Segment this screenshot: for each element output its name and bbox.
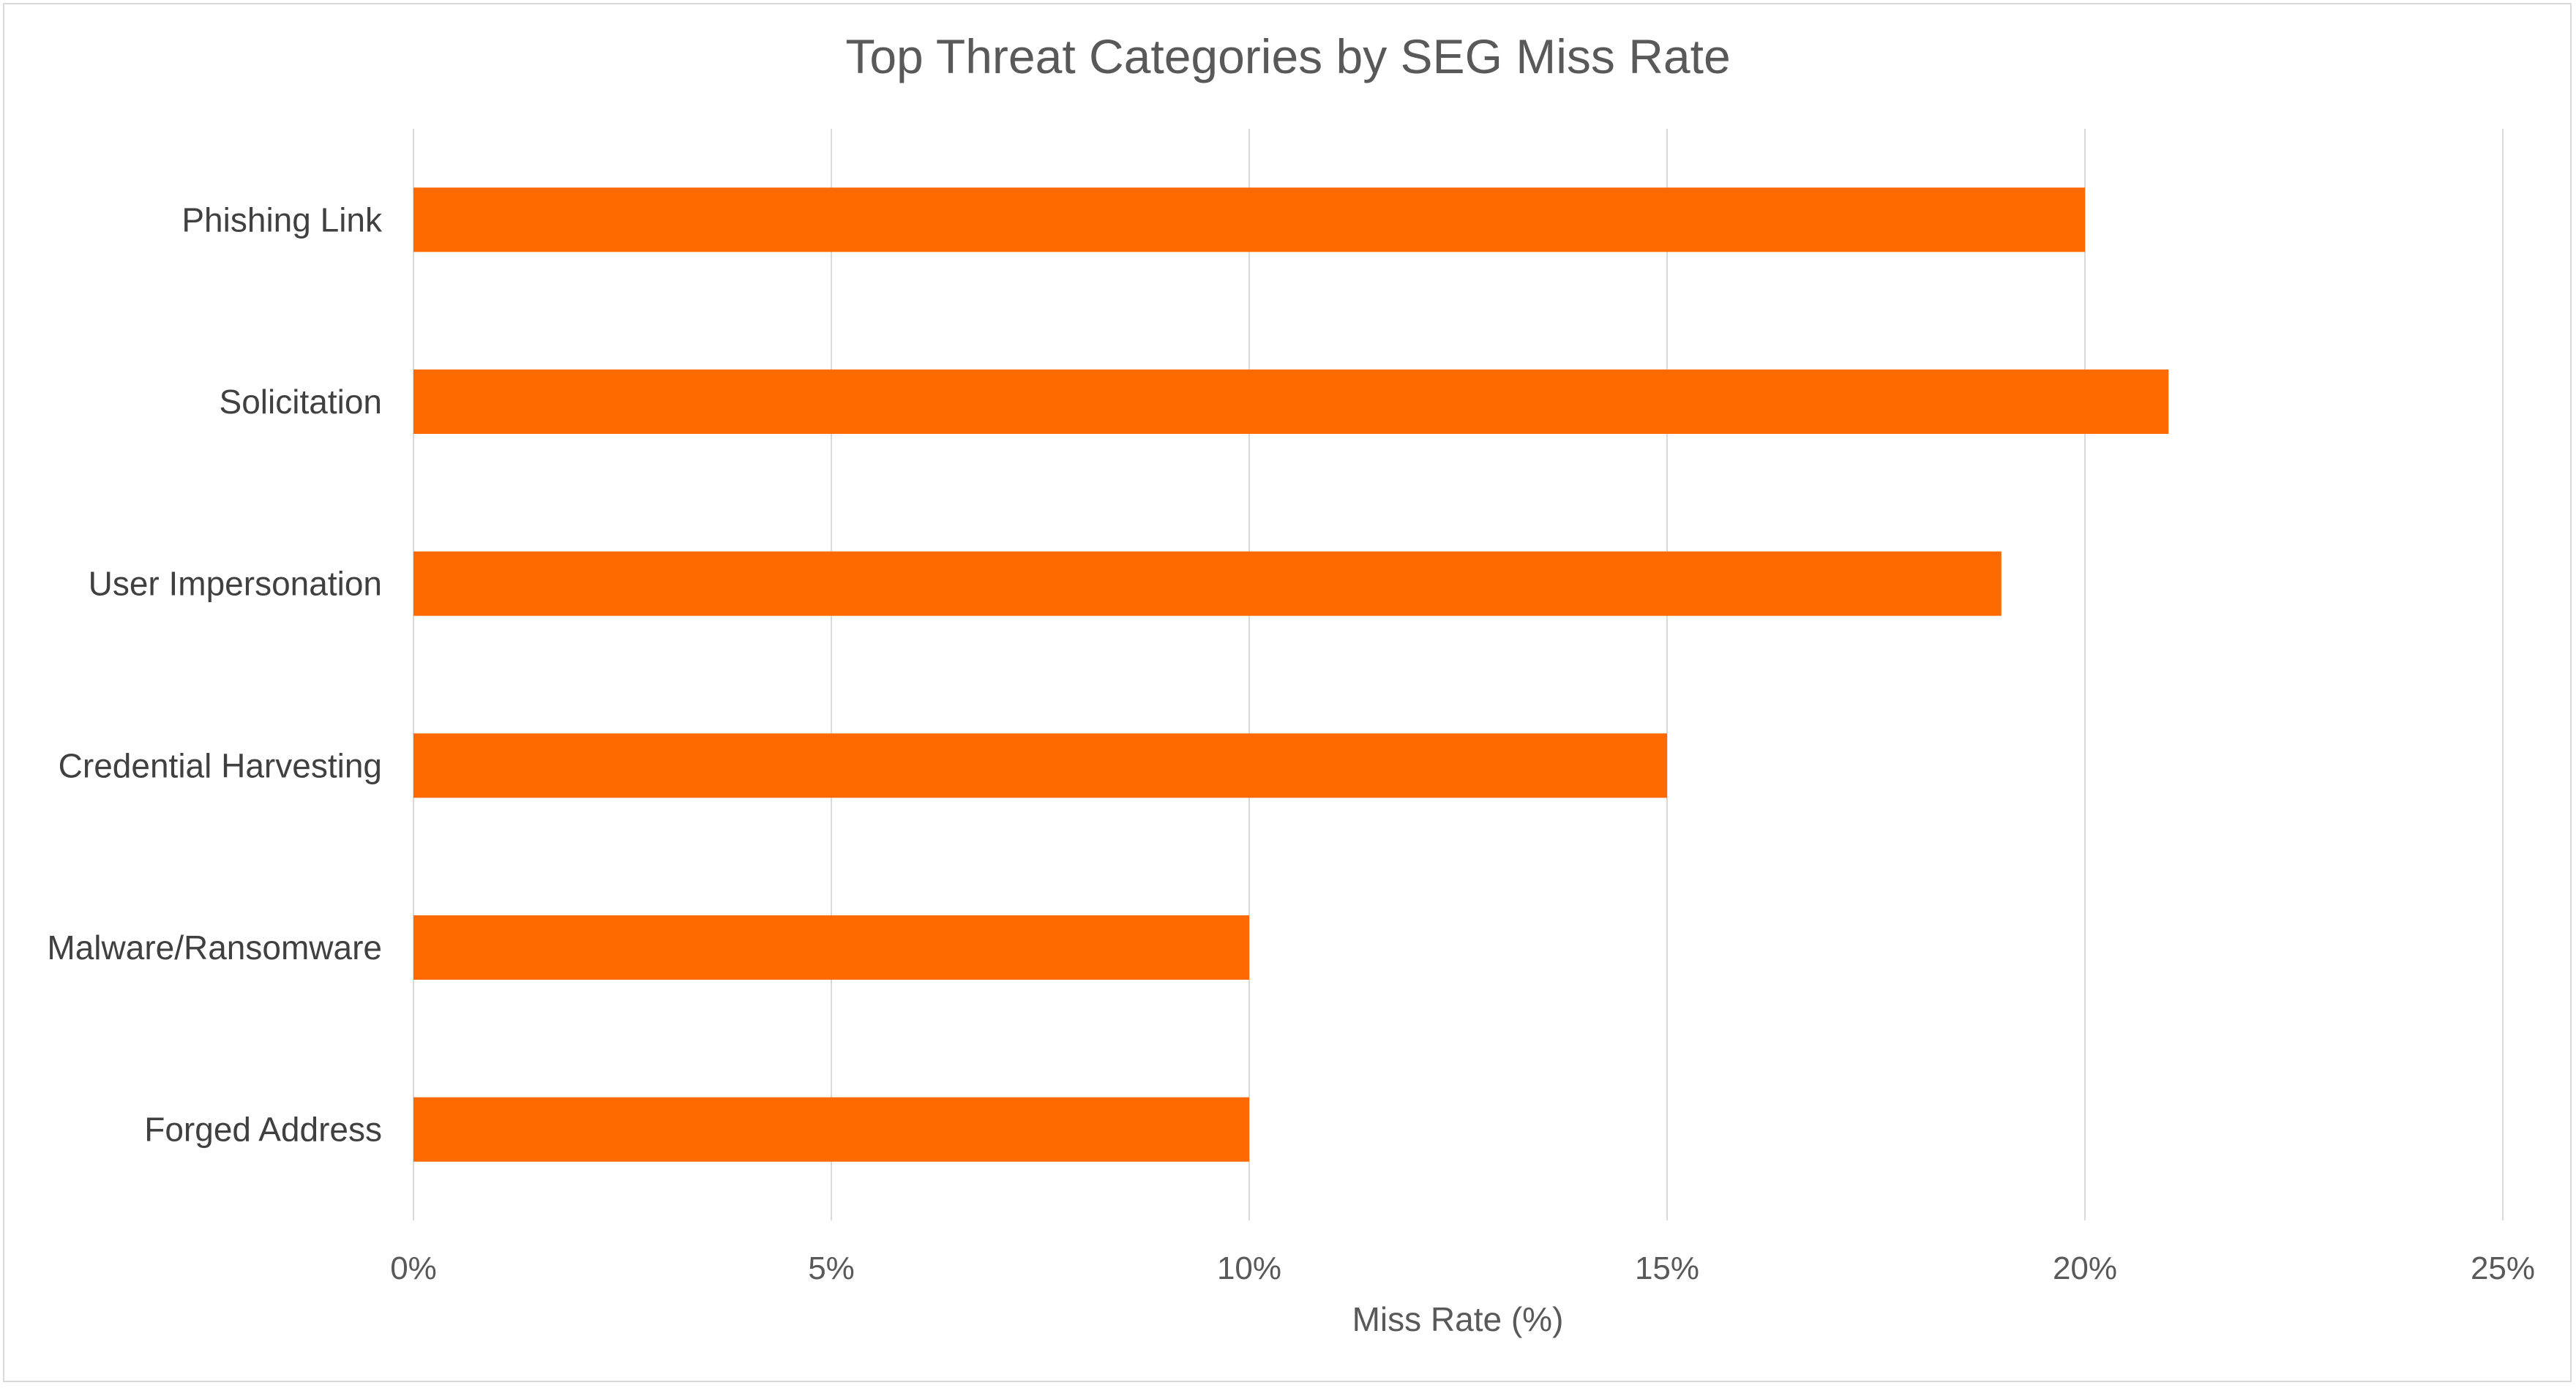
chart-title: Top Threat Categories by SEG Miss Rate xyxy=(845,29,1730,83)
category-label: Malware/Ransomware xyxy=(47,929,382,967)
x-tick-label: 20% xyxy=(2053,1250,2117,1286)
category-label: User Impersonation xyxy=(89,565,382,603)
bars xyxy=(413,187,2169,1162)
x-tick-label: 25% xyxy=(2471,1250,2535,1286)
bar-solicitation xyxy=(413,369,2169,434)
bar-credential-harvesting xyxy=(413,733,1667,798)
bar-forged-address xyxy=(413,1097,1249,1162)
category-label: Forged Address xyxy=(144,1111,382,1149)
x-tick-label: 5% xyxy=(808,1250,855,1286)
category-label: Phishing Link xyxy=(181,200,383,239)
x-tick-label: 0% xyxy=(390,1250,437,1286)
category-label: Credential Harvesting xyxy=(59,746,382,784)
x-tick-label: 15% xyxy=(1635,1250,1699,1286)
bar-malware-ransomware xyxy=(413,915,1249,980)
category-label: Solicitation xyxy=(220,383,382,421)
gridlines xyxy=(413,129,2504,1220)
x-tick-label: 10% xyxy=(1217,1250,1281,1286)
bar-phishing-link xyxy=(413,187,2085,252)
x-tick-labels: 0% 5% 10% 15% 20% 25% xyxy=(390,1250,2535,1286)
x-axis-title: Miss Rate (%) xyxy=(1352,1300,1564,1338)
category-labels: Phishing Link Solicitation User Impersonat… xyxy=(47,200,383,1148)
bar-user-impersonation xyxy=(413,551,2002,616)
